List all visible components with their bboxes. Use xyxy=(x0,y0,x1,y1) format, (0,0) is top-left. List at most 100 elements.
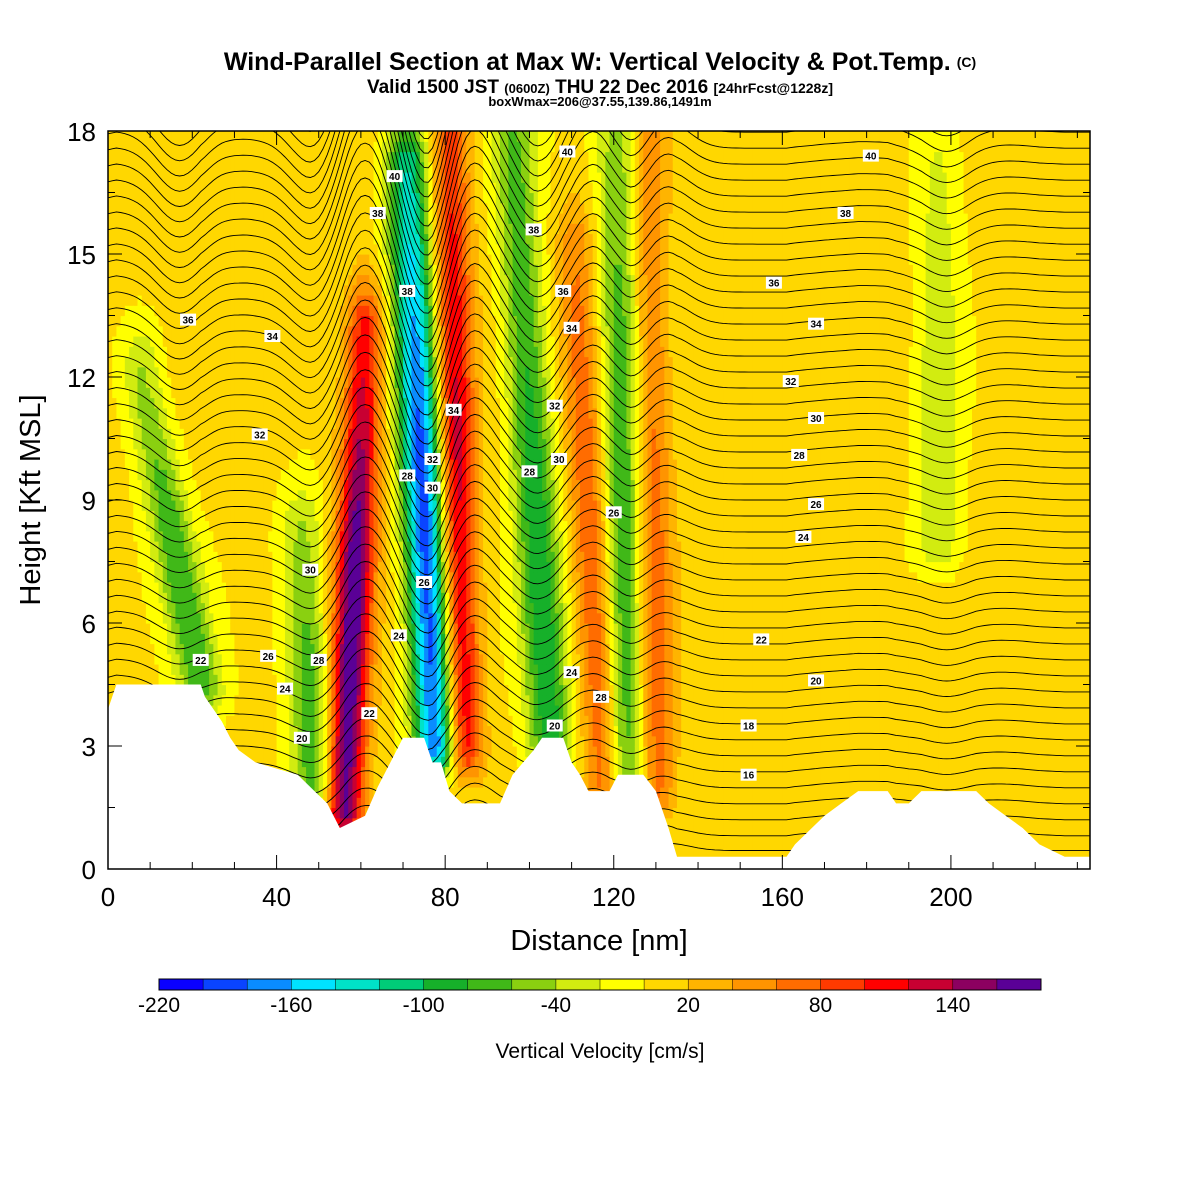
w-cell xyxy=(381,520,387,532)
w-cell xyxy=(204,233,210,245)
w-cell xyxy=(331,510,337,522)
w-cell xyxy=(154,274,160,286)
w-cell xyxy=(310,776,316,788)
w-cell xyxy=(108,366,113,378)
w-cell xyxy=(116,387,122,399)
w-cell xyxy=(348,377,354,388)
w-cell xyxy=(331,305,337,317)
w-cell xyxy=(327,664,332,675)
w-cell xyxy=(369,254,375,265)
w-cell xyxy=(137,551,143,563)
w-cell xyxy=(268,397,273,409)
w-cell xyxy=(318,377,324,388)
w-cell xyxy=(133,161,139,173)
w-cell xyxy=(339,489,345,501)
w-cell xyxy=(306,643,311,655)
w-cell xyxy=(247,653,252,665)
w-cell xyxy=(276,735,282,747)
w-cell xyxy=(133,479,139,491)
w-cell xyxy=(162,172,168,183)
w-cell xyxy=(247,479,252,491)
w-cell xyxy=(259,582,265,593)
w-cell xyxy=(209,510,214,522)
w-cell xyxy=(289,172,295,183)
w-cell xyxy=(209,571,214,583)
w-cell xyxy=(188,202,193,214)
w-cell xyxy=(280,366,286,378)
w-cell xyxy=(129,243,134,255)
w-cell xyxy=(377,715,383,727)
w-cell xyxy=(196,192,202,204)
w-cell xyxy=(306,551,311,563)
w-cell xyxy=(141,674,147,686)
w-cell xyxy=(255,674,261,686)
w-cell xyxy=(129,295,134,306)
w-cell xyxy=(179,602,185,614)
w-cell xyxy=(129,151,134,163)
w-cell xyxy=(124,346,130,358)
w-cell xyxy=(381,264,387,276)
w-cell xyxy=(272,377,278,388)
w-cell xyxy=(348,438,354,450)
w-cell xyxy=(322,479,328,491)
w-cell xyxy=(209,592,214,604)
w-cell xyxy=(183,582,189,593)
w-cell xyxy=(390,274,396,286)
w-cell xyxy=(327,592,332,604)
w-cell xyxy=(297,623,303,634)
w-cell xyxy=(154,213,160,224)
w-cell xyxy=(124,233,130,245)
w-cell xyxy=(373,336,379,347)
w-cell xyxy=(297,684,303,696)
w-cell xyxy=(377,705,383,716)
w-cell xyxy=(344,366,349,378)
w-cell xyxy=(217,397,223,409)
w-cell xyxy=(112,254,118,265)
w-cell xyxy=(108,459,113,470)
w-cell xyxy=(390,725,396,737)
w-cell xyxy=(381,459,387,470)
w-cell xyxy=(377,264,383,276)
w-cell xyxy=(179,541,185,552)
w-cell xyxy=(331,653,337,665)
w-cell xyxy=(339,161,345,173)
w-cell xyxy=(352,407,358,419)
w-cell xyxy=(394,274,400,286)
w-cell xyxy=(360,131,366,142)
w-cell xyxy=(327,366,332,378)
w-cell xyxy=(331,612,337,624)
w-cell xyxy=(322,233,328,245)
w-cell xyxy=(230,571,236,583)
w-cell xyxy=(293,325,299,337)
w-cell xyxy=(381,469,387,481)
w-cell xyxy=(200,131,206,142)
w-cell xyxy=(276,131,282,142)
w-cell xyxy=(116,643,122,655)
w-cell xyxy=(344,571,349,583)
w-cell xyxy=(213,202,219,214)
w-cell xyxy=(242,161,248,173)
w-cell xyxy=(381,233,387,245)
w-cell xyxy=(116,243,122,255)
w-cell xyxy=(280,377,286,388)
w-cell xyxy=(348,274,354,286)
w-cell xyxy=(369,428,375,440)
w-cell xyxy=(331,213,337,224)
w-cell xyxy=(377,746,383,757)
w-cell xyxy=(167,305,172,317)
w-cell xyxy=(344,705,349,716)
w-cell xyxy=(145,161,151,173)
w-cell xyxy=(162,407,168,419)
w-cell xyxy=(188,141,193,153)
w-cell xyxy=(200,500,206,511)
w-cell xyxy=(255,551,261,563)
w-cell xyxy=(171,500,177,511)
w-cell xyxy=(339,131,345,142)
w-cell xyxy=(129,664,134,675)
w-cell xyxy=(377,735,383,747)
w-cell xyxy=(310,705,316,716)
w-cell xyxy=(154,243,160,255)
w-cell xyxy=(348,336,354,347)
w-cell xyxy=(360,151,366,163)
w-cell xyxy=(301,356,307,368)
